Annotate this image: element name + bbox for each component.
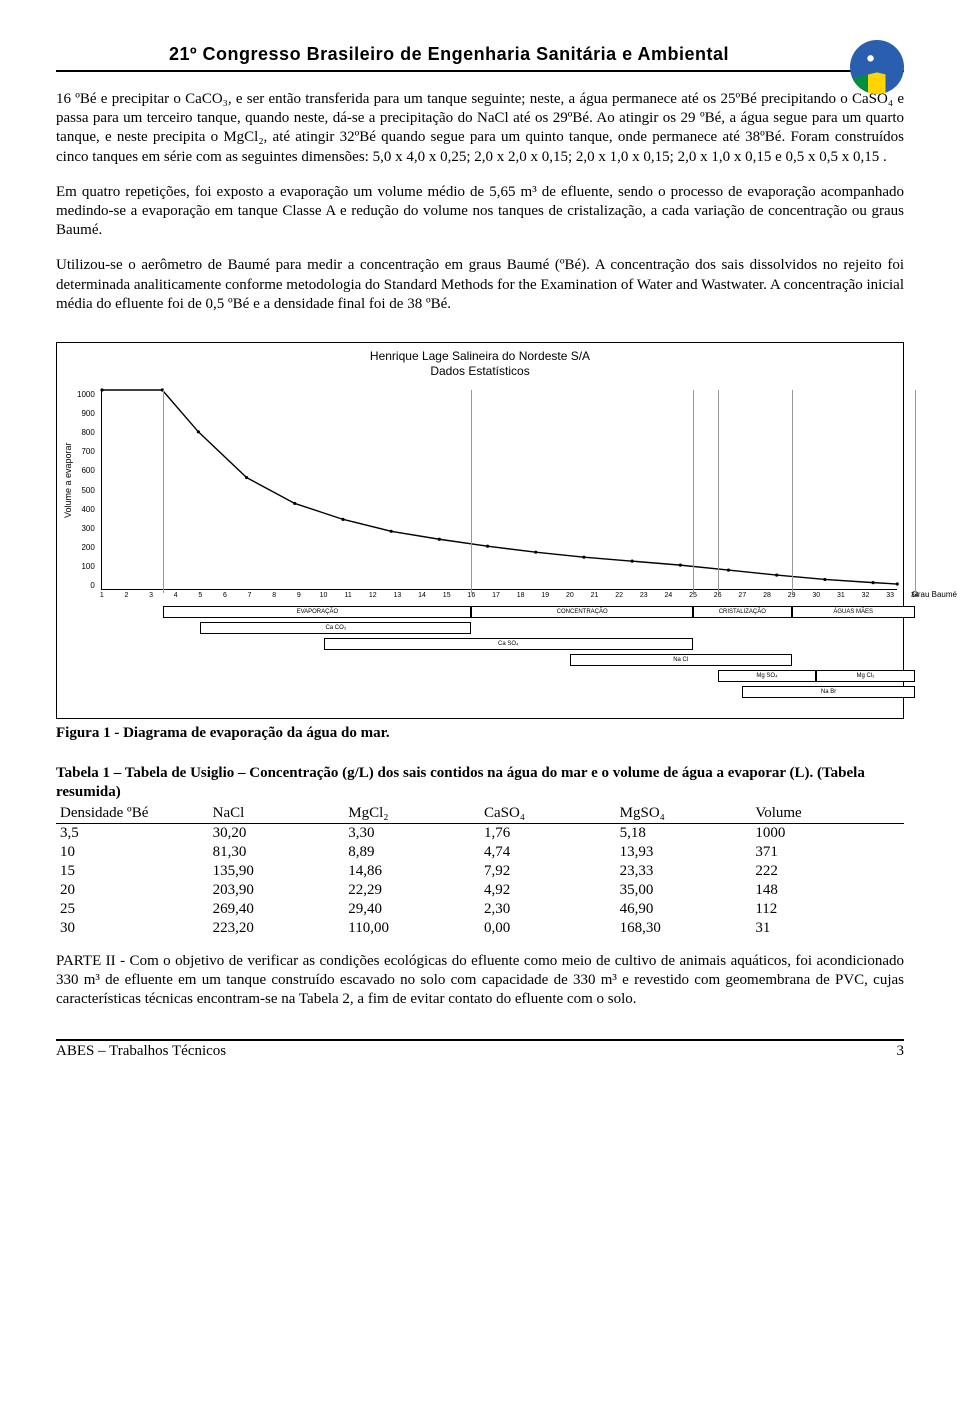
globe-logo-icon	[850, 40, 904, 94]
table-cell: 148	[751, 881, 904, 900]
table-row: 25269,4029,402,3046,90112	[56, 900, 904, 919]
table-cell: 112	[751, 900, 904, 919]
chart-subtitle: Dados Estatísticos	[430, 364, 529, 378]
table-title: Tabela 1 – Tabela de Usiglio – Concentra…	[56, 764, 904, 802]
table-cell: 4,92	[480, 881, 616, 900]
table-cell: 1,76	[480, 823, 616, 843]
table-row: 1081,308,894,7413,93371	[56, 843, 904, 862]
table-cell: 2,30	[480, 900, 616, 919]
table-cell: 23,33	[616, 862, 752, 881]
table-col-header: MgCl₂	[344, 804, 480, 824]
table-col-header: Densidade ºBé	[56, 804, 209, 824]
table-cell: 8,89	[344, 843, 480, 862]
table-cell: 223,20	[209, 919, 345, 938]
page-header: 21º Congresso Brasileiro de Engenharia S…	[56, 40, 904, 72]
table-row: 20203,9022,294,9235,00148	[56, 881, 904, 900]
footer-page-number: 3	[897, 1043, 905, 1060]
table-row: 15135,9014,867,9223,33222	[56, 862, 904, 881]
footer-left: ABES – Trabalhos Técnicos	[56, 1043, 226, 1060]
page-footer: ABES – Trabalhos Técnicos 3	[56, 1039, 904, 1060]
stage-labels: EVAPORAÇÃOCONCENTRAÇÃOCRISTALIZAÇÃOÁGUAS…	[102, 606, 897, 620]
chart-title: Henrique Lage Salineira do Nordeste S/A …	[63, 349, 897, 380]
table-col-header: NaCl	[209, 804, 345, 824]
table-cell: 46,90	[616, 900, 752, 919]
table-cell: 10	[56, 843, 209, 862]
table-body: 3,530,203,301,765,1810001081,308,894,741…	[56, 823, 904, 938]
table-cell: 5,18	[616, 823, 752, 843]
plot-area: 1234567891011121314151617181920212223242…	[101, 390, 897, 590]
table-cell: 13,93	[616, 843, 752, 862]
table-cell: 31	[751, 919, 904, 938]
table-cell: 25	[56, 900, 209, 919]
table-cell: 269,40	[209, 900, 345, 919]
table-cell: 30,20	[209, 823, 345, 843]
table-row: 3,530,203,301,765,181000	[56, 823, 904, 843]
y-axis-ticks: 01002003004005006007008009001000	[77, 390, 97, 590]
table-cell: 7,92	[480, 862, 616, 881]
table-cell: 203,90	[209, 881, 345, 900]
chart-company: Henrique Lage Salineira do Nordeste S/A	[370, 349, 590, 363]
table-cell: 29,40	[344, 900, 480, 919]
y-axis-label: Volume a evaporar	[63, 390, 73, 590]
table-cell: 15	[56, 862, 209, 881]
table-col-header: CaSO₄	[480, 804, 616, 824]
table-row: 30223,20110,000,00168,3031	[56, 919, 904, 938]
table-cell: 20	[56, 881, 209, 900]
table-cell: 110,00	[344, 919, 480, 938]
table-header-row: Densidade ºBéNaClMgCl₂CaSO₄MgSO₄Volume	[56, 804, 904, 824]
evaporation-chart: Henrique Lage Salineira do Nordeste S/A …	[56, 342, 904, 719]
paragraph-3: Utilizou-se o aerômetro de Baumé para me…	[56, 256, 904, 314]
table-cell: 371	[751, 843, 904, 862]
x-axis-label: Grau Baumé	[912, 590, 957, 599]
usiglio-table: Densidade ºBéNaClMgCl₂CaSO₄MgSO₄Volume 3…	[56, 804, 904, 938]
table-cell: 1000	[751, 823, 904, 843]
table-col-header: MgSO₄	[616, 804, 752, 824]
header-title: 21º Congresso Brasileiro de Engenharia S…	[56, 44, 842, 65]
paragraph-2: Em quatro repetições, foi exposto a evap…	[56, 183, 904, 241]
table-cell: 135,90	[209, 862, 345, 881]
table-cell: 222	[751, 862, 904, 881]
table-cell: 35,00	[616, 881, 752, 900]
figure-caption: Figura 1 - Diagrama de evaporação da águ…	[56, 725, 904, 742]
table-cell: 3,30	[344, 823, 480, 843]
table-cell: 4,74	[480, 843, 616, 862]
table-col-header: Volume	[751, 804, 904, 824]
x-axis-ticks: 1234567891011121314151617181920212223242…	[102, 592, 897, 604]
paragraph-1: 16 ºBé e precipitar o CaCO₃, e ser então…	[56, 90, 904, 167]
table-cell: 0,00	[480, 919, 616, 938]
table-cell: 14,86	[344, 862, 480, 881]
curve-line	[102, 390, 897, 589]
table-cell: 30	[56, 919, 209, 938]
table-cell: 168,30	[616, 919, 752, 938]
table-cell: 22,29	[344, 881, 480, 900]
table-cell: 81,30	[209, 843, 345, 862]
table-cell: 3,5	[56, 823, 209, 843]
paragraph-4: PARTE II - Com o objetivo de verificar a…	[56, 952, 904, 1010]
